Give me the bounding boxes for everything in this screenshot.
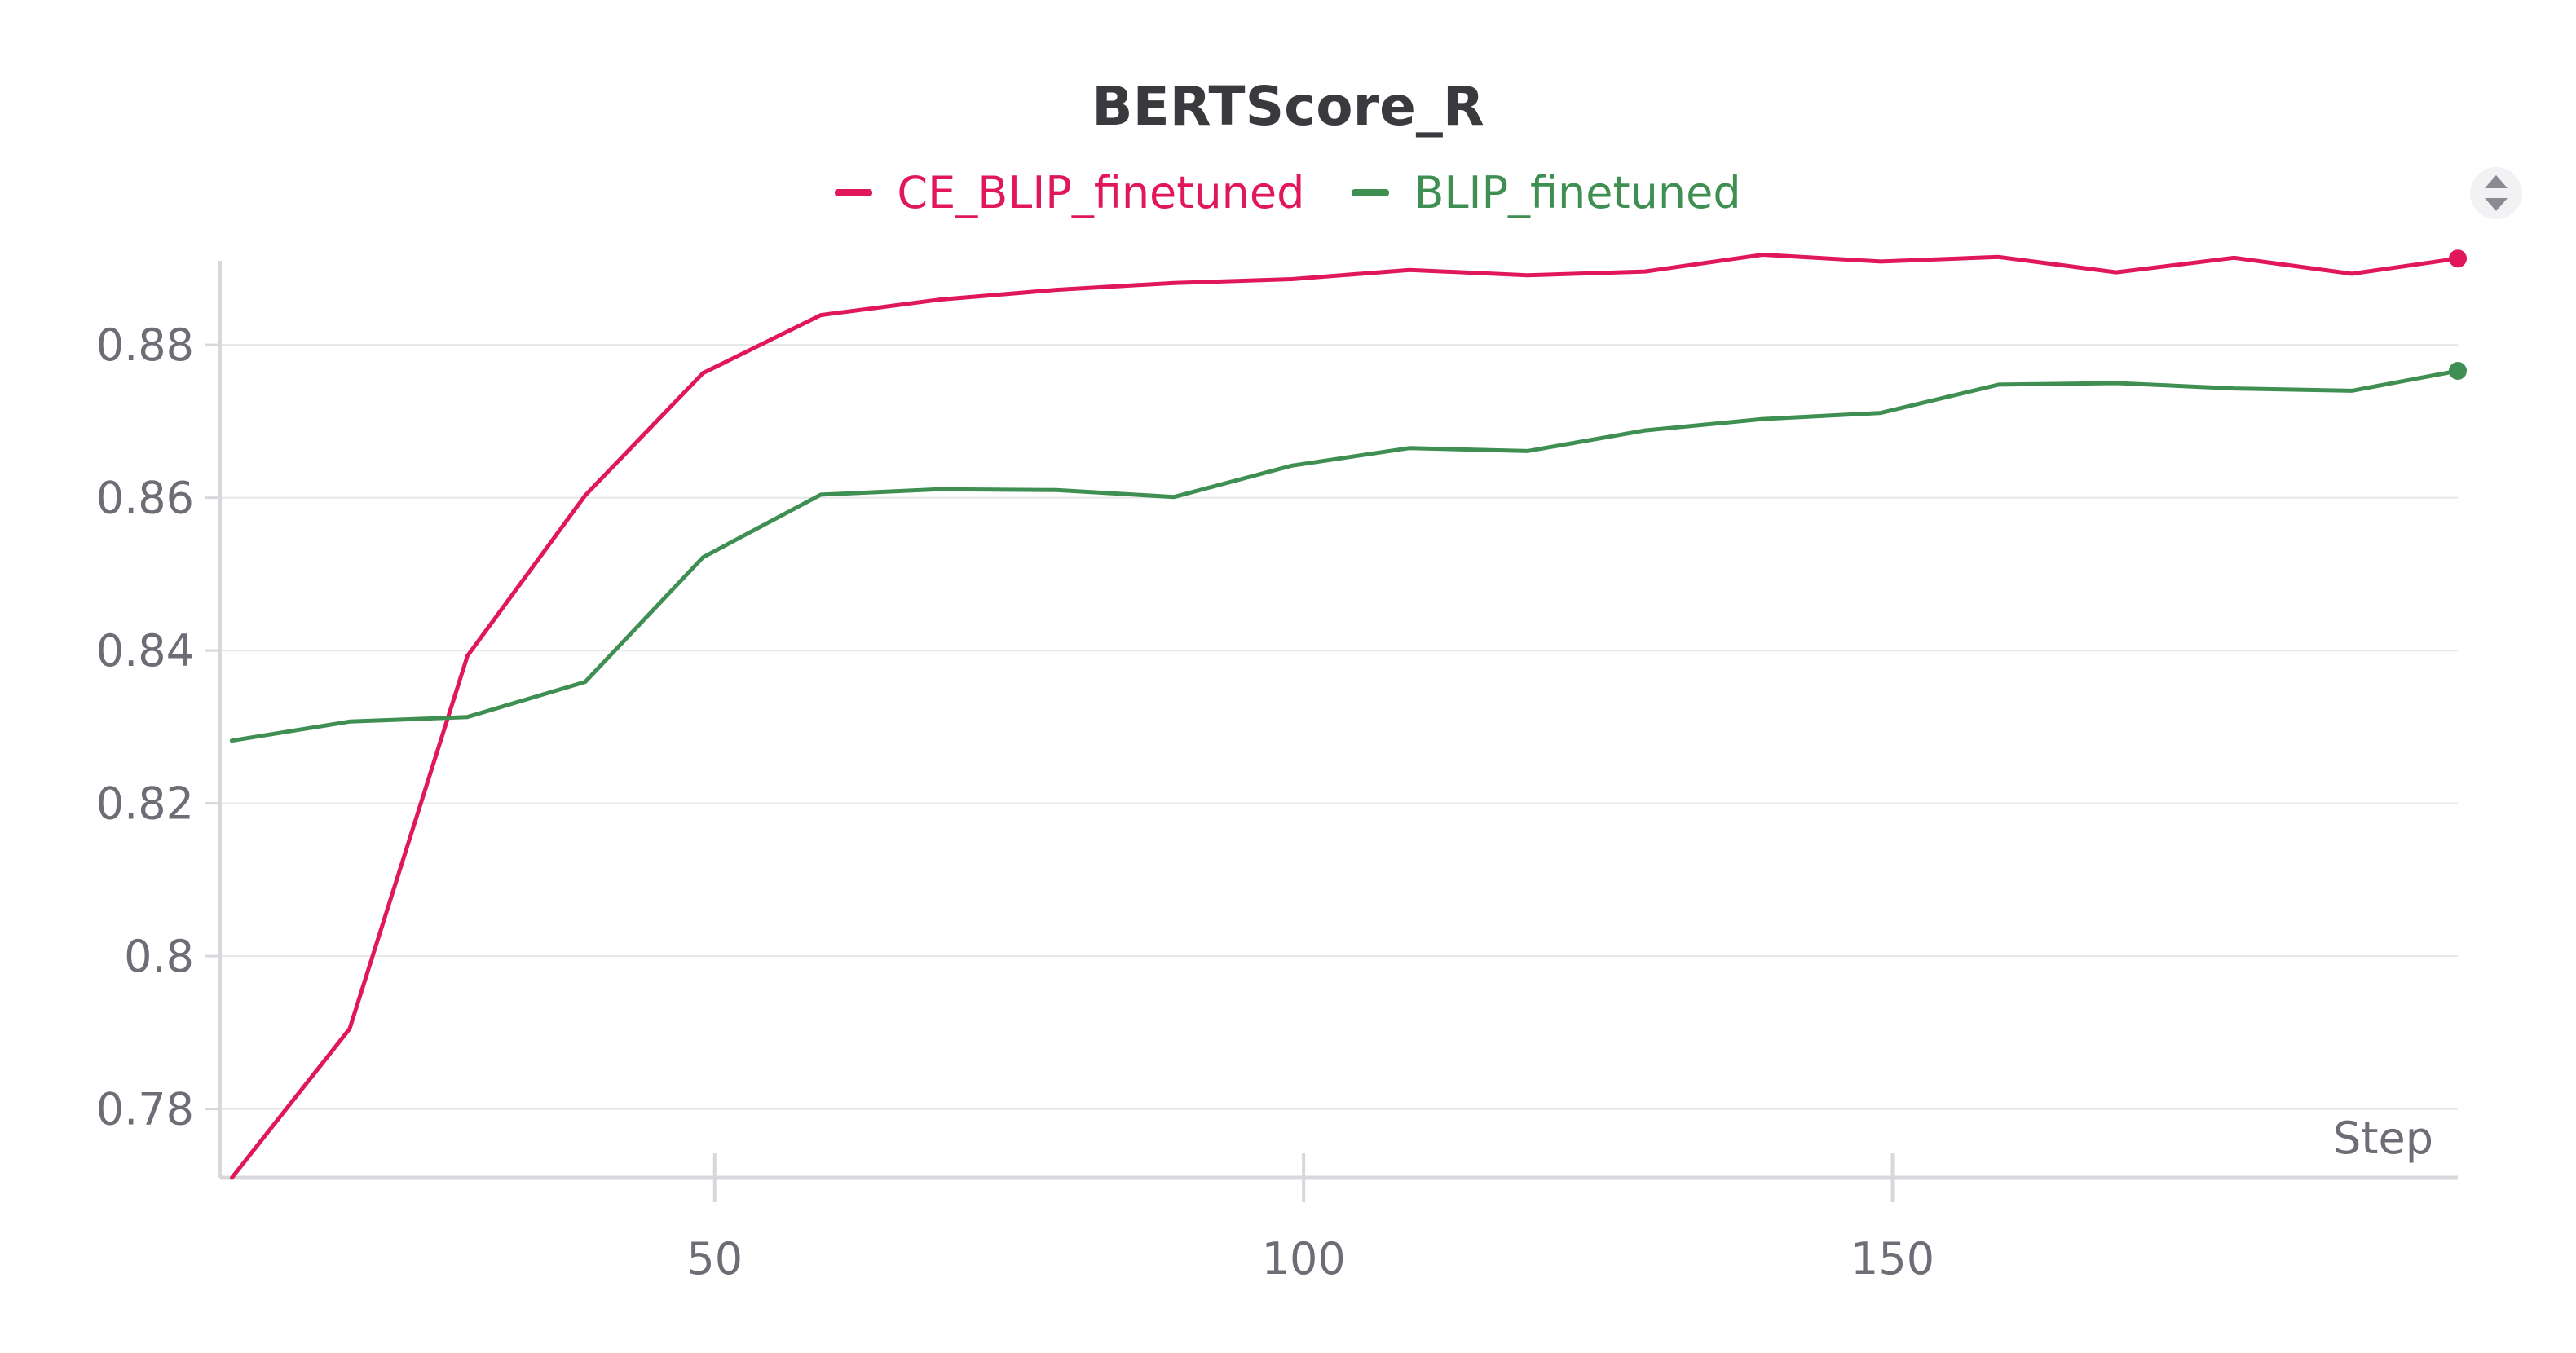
series-end-point — [2449, 249, 2467, 268]
legend: CE_BLIP_finetuned BLIP_finetuned — [0, 167, 2576, 218]
x-axis-title: Step — [2333, 1113, 2433, 1164]
series-line — [229, 253, 2460, 1180]
y-tick-label: 0.78 — [96, 1084, 194, 1135]
y-tick-label: 0.86 — [96, 473, 194, 524]
chart-title: BERTScore_R — [1092, 75, 1484, 138]
sort-toggle-icon[interactable] — [2470, 167, 2522, 219]
legend-swatch — [1352, 189, 1390, 196]
series-end-point — [2449, 362, 2467, 380]
y-tick-label: 0.8 — [124, 931, 194, 982]
legend-item-blip[interactable]: BLIP_finetuned — [1352, 167, 1741, 218]
legend-label: BLIP_finetuned — [1414, 167, 1741, 218]
x-tick-label: 150 — [1850, 1233, 1934, 1285]
legend-label: CE_BLIP_finetuned — [897, 167, 1305, 218]
legend-item-ce-blip[interactable]: CE_BLIP_finetuned — [835, 167, 1304, 218]
x-tick-label: 100 — [1262, 1233, 1346, 1285]
y-tick-label: 0.84 — [96, 625, 194, 676]
legend-swatch — [835, 189, 873, 196]
y-tick-label: 0.88 — [96, 320, 194, 371]
series-line — [229, 368, 2460, 743]
x-tick-label: 50 — [686, 1233, 743, 1285]
y-tick-label: 0.82 — [96, 778, 194, 830]
